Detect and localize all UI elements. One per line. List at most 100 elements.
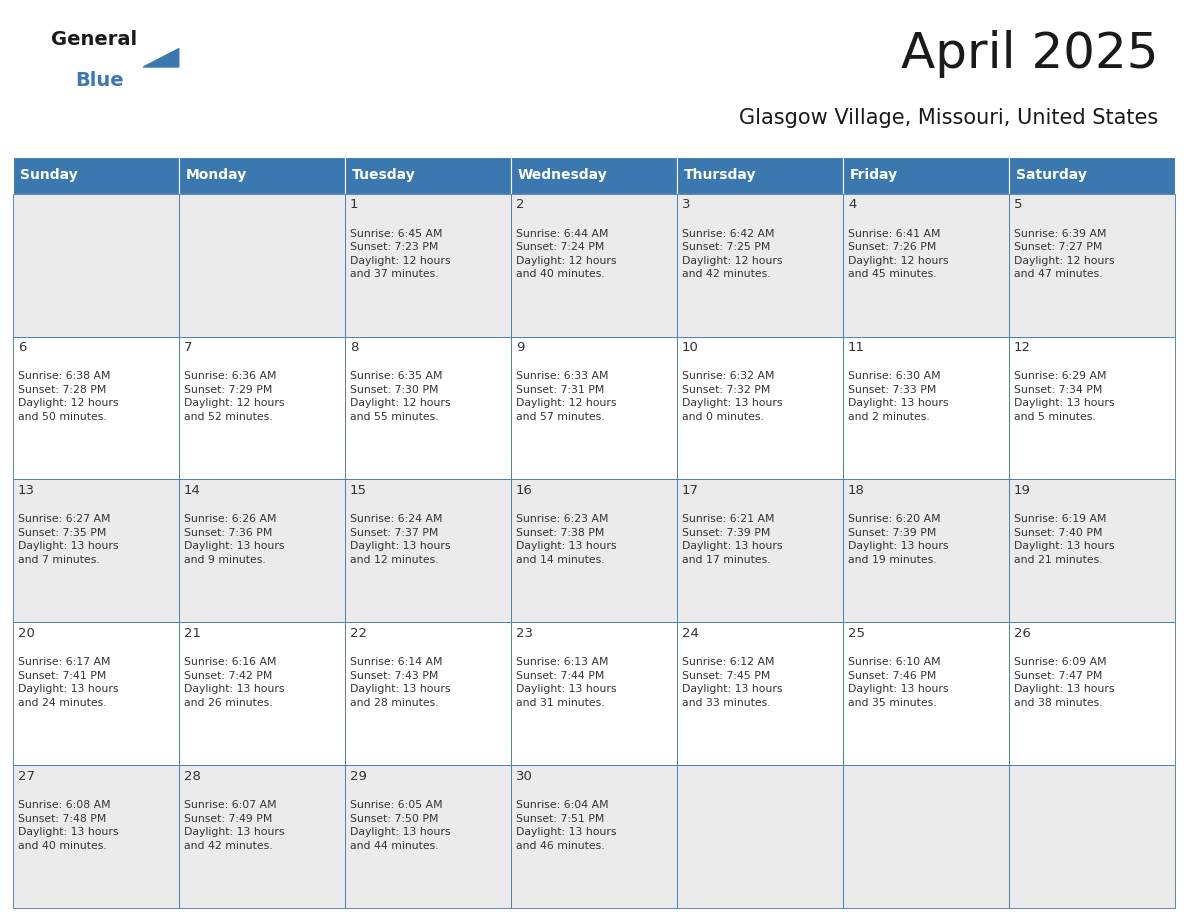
Text: 29: 29 — [350, 769, 367, 783]
Text: and 35 minutes.: and 35 minutes. — [848, 698, 936, 708]
Text: and 26 minutes.: and 26 minutes. — [184, 698, 272, 708]
Text: Daylight: 13 hours: Daylight: 13 hours — [184, 542, 284, 552]
Text: Daylight: 13 hours: Daylight: 13 hours — [682, 684, 783, 694]
Text: Sunset: 7:33 PM: Sunset: 7:33 PM — [848, 385, 936, 395]
Text: 24: 24 — [682, 627, 699, 640]
Text: and 55 minutes.: and 55 minutes. — [350, 412, 438, 422]
Text: 27: 27 — [18, 769, 34, 783]
Text: Daylight: 12 hours: Daylight: 12 hours — [350, 255, 450, 265]
Text: Sunset: 7:32 PM: Sunset: 7:32 PM — [682, 385, 770, 395]
Text: Daylight: 12 hours: Daylight: 12 hours — [848, 255, 948, 265]
Text: Saturday: Saturday — [1016, 168, 1087, 183]
Text: Daylight: 12 hours: Daylight: 12 hours — [18, 398, 119, 409]
Text: 20: 20 — [18, 627, 34, 640]
Text: and 42 minutes.: and 42 minutes. — [682, 269, 771, 279]
Text: April 2025: April 2025 — [901, 30, 1158, 78]
Text: and 47 minutes.: and 47 minutes. — [1015, 269, 1102, 279]
Text: and 28 minutes.: and 28 minutes. — [350, 698, 438, 708]
Text: Sunrise: 6:16 AM: Sunrise: 6:16 AM — [184, 657, 277, 667]
Text: Daylight: 13 hours: Daylight: 13 hours — [848, 542, 948, 552]
Text: Daylight: 13 hours: Daylight: 13 hours — [184, 827, 284, 837]
Text: Sunset: 7:27 PM: Sunset: 7:27 PM — [1015, 242, 1102, 252]
Text: 14: 14 — [184, 484, 201, 497]
Text: 3: 3 — [682, 198, 690, 211]
Text: Sunrise: 6:30 AM: Sunrise: 6:30 AM — [848, 372, 941, 382]
Text: 28: 28 — [184, 769, 201, 783]
Text: Daylight: 13 hours: Daylight: 13 hours — [516, 827, 617, 837]
Text: General: General — [51, 29, 137, 49]
Text: and 38 minutes.: and 38 minutes. — [1015, 698, 1102, 708]
Text: and 52 minutes.: and 52 minutes. — [184, 412, 272, 422]
Text: 1: 1 — [350, 198, 359, 211]
Text: Sunset: 7:25 PM: Sunset: 7:25 PM — [682, 242, 770, 252]
Text: Sunset: 7:24 PM: Sunset: 7:24 PM — [516, 242, 605, 252]
Text: Sunrise: 6:20 AM: Sunrise: 6:20 AM — [848, 514, 941, 524]
Text: Sunset: 7:28 PM: Sunset: 7:28 PM — [18, 385, 107, 395]
Text: Daylight: 13 hours: Daylight: 13 hours — [682, 542, 783, 552]
Text: and 37 minutes.: and 37 minutes. — [350, 269, 438, 279]
Text: Daylight: 12 hours: Daylight: 12 hours — [184, 398, 284, 409]
Text: 30: 30 — [516, 769, 533, 783]
Text: 12: 12 — [1015, 341, 1031, 354]
Text: Sunset: 7:23 PM: Sunset: 7:23 PM — [350, 242, 438, 252]
Text: and 31 minutes.: and 31 minutes. — [516, 698, 605, 708]
Text: Daylight: 12 hours: Daylight: 12 hours — [1015, 255, 1114, 265]
Text: Sunrise: 6:26 AM: Sunrise: 6:26 AM — [184, 514, 277, 524]
Text: Sunset: 7:26 PM: Sunset: 7:26 PM — [848, 242, 936, 252]
Text: 21: 21 — [184, 627, 201, 640]
Text: Sunrise: 6:08 AM: Sunrise: 6:08 AM — [18, 800, 110, 810]
Text: and 19 minutes.: and 19 minutes. — [848, 554, 936, 565]
Text: Sunrise: 6:35 AM: Sunrise: 6:35 AM — [350, 372, 442, 382]
Text: 26: 26 — [1015, 627, 1031, 640]
Text: Sunset: 7:51 PM: Sunset: 7:51 PM — [516, 813, 605, 823]
Text: and 21 minutes.: and 21 minutes. — [1015, 554, 1102, 565]
Text: Sunset: 7:46 PM: Sunset: 7:46 PM — [848, 671, 936, 680]
Text: 10: 10 — [682, 341, 699, 354]
Text: Daylight: 13 hours: Daylight: 13 hours — [516, 684, 617, 694]
Text: Sunset: 7:40 PM: Sunset: 7:40 PM — [1015, 528, 1102, 538]
Text: 4: 4 — [848, 198, 857, 211]
Text: and 44 minutes.: and 44 minutes. — [350, 841, 438, 851]
Text: and 40 minutes.: and 40 minutes. — [18, 841, 107, 851]
Text: and 46 minutes.: and 46 minutes. — [516, 841, 605, 851]
Text: Daylight: 13 hours: Daylight: 13 hours — [848, 398, 948, 409]
Text: Sunset: 7:42 PM: Sunset: 7:42 PM — [184, 671, 272, 680]
Text: and 57 minutes.: and 57 minutes. — [516, 412, 605, 422]
Text: Sunset: 7:44 PM: Sunset: 7:44 PM — [516, 671, 605, 680]
Text: Sunrise: 6:05 AM: Sunrise: 6:05 AM — [350, 800, 443, 810]
Text: Sunset: 7:47 PM: Sunset: 7:47 PM — [1015, 671, 1102, 680]
Text: and 14 minutes.: and 14 minutes. — [516, 554, 605, 565]
Text: Sunrise: 6:07 AM: Sunrise: 6:07 AM — [184, 800, 277, 810]
Text: 9: 9 — [516, 341, 524, 354]
Text: Sunset: 7:41 PM: Sunset: 7:41 PM — [18, 671, 107, 680]
Text: Sunset: 7:49 PM: Sunset: 7:49 PM — [184, 813, 272, 823]
Polygon shape — [144, 49, 178, 67]
Text: Daylight: 13 hours: Daylight: 13 hours — [516, 542, 617, 552]
Text: and 12 minutes.: and 12 minutes. — [350, 554, 438, 565]
Text: Daylight: 13 hours: Daylight: 13 hours — [184, 684, 284, 694]
Text: 16: 16 — [516, 484, 533, 497]
Text: Sunset: 7:50 PM: Sunset: 7:50 PM — [350, 813, 438, 823]
Text: Sunrise: 6:36 AM: Sunrise: 6:36 AM — [184, 372, 277, 382]
Text: Sunrise: 6:39 AM: Sunrise: 6:39 AM — [1015, 229, 1106, 239]
Text: Sunrise: 6:29 AM: Sunrise: 6:29 AM — [1015, 372, 1106, 382]
Text: Monday: Monday — [185, 168, 247, 183]
Text: Sunset: 7:39 PM: Sunset: 7:39 PM — [848, 528, 936, 538]
Text: Sunrise: 6:14 AM: Sunrise: 6:14 AM — [350, 657, 442, 667]
Text: 22: 22 — [350, 627, 367, 640]
Text: 23: 23 — [516, 627, 533, 640]
Text: Daylight: 13 hours: Daylight: 13 hours — [1015, 542, 1114, 552]
Text: Daylight: 13 hours: Daylight: 13 hours — [350, 542, 450, 552]
Text: Sunset: 7:36 PM: Sunset: 7:36 PM — [184, 528, 272, 538]
Text: Sunrise: 6:04 AM: Sunrise: 6:04 AM — [516, 800, 608, 810]
Text: 13: 13 — [18, 484, 34, 497]
Text: Daylight: 13 hours: Daylight: 13 hours — [350, 684, 450, 694]
Text: and 50 minutes.: and 50 minutes. — [18, 412, 107, 422]
Text: and 5 minutes.: and 5 minutes. — [1015, 412, 1095, 422]
Text: 11: 11 — [848, 341, 865, 354]
Text: Sunset: 7:38 PM: Sunset: 7:38 PM — [516, 528, 605, 538]
Text: and 0 minutes.: and 0 minutes. — [682, 412, 764, 422]
Text: Sunrise: 6:23 AM: Sunrise: 6:23 AM — [516, 514, 608, 524]
Text: and 17 minutes.: and 17 minutes. — [682, 554, 771, 565]
Text: Sunset: 7:34 PM: Sunset: 7:34 PM — [1015, 385, 1102, 395]
